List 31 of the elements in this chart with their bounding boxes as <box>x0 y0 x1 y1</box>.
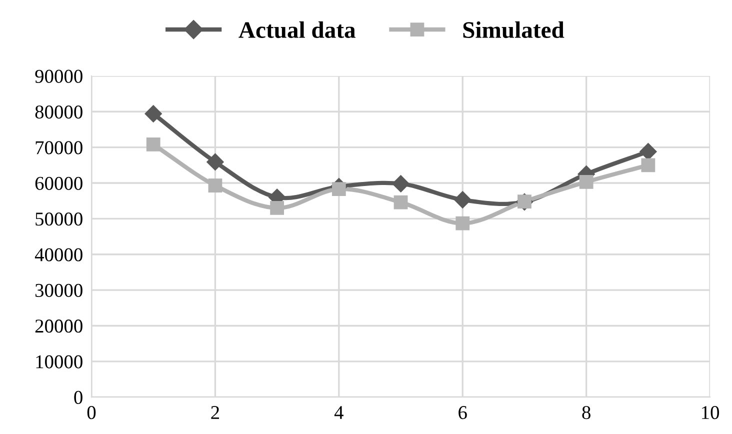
point <box>392 175 410 192</box>
point <box>208 178 222 192</box>
point <box>579 174 594 189</box>
legend-label: Simulated <box>463 21 564 38</box>
x-tick-label: 4 <box>334 406 344 419</box>
point <box>146 138 160 152</box>
point <box>454 191 472 208</box>
y-tick-label: 40000 <box>34 248 82 262</box>
point <box>394 195 408 210</box>
y-tick-label: 60000 <box>35 176 82 190</box>
x-tick-label: 6 <box>458 406 467 420</box>
x-tick-label: 8 <box>582 406 590 420</box>
y-tick-label: 30000 <box>35 284 82 297</box>
x-tick-label: 2 <box>211 406 219 419</box>
x-tick-label: 0 <box>87 406 96 420</box>
y-tick-label: 20000 <box>35 320 82 333</box>
legend-label: Actual data <box>238 21 356 38</box>
y-tick-label: 10000 <box>36 355 82 368</box>
y-tick-label: 50000 <box>36 212 82 226</box>
y-tick-label: 80000 <box>35 105 82 119</box>
point <box>206 153 224 170</box>
y-tick-label: 70000 <box>36 141 82 154</box>
y-tick-label: 0 <box>74 390 82 404</box>
point <box>641 158 656 172</box>
y-tick-label: 90000 <box>35 70 82 83</box>
point <box>144 105 162 122</box>
point <box>270 201 284 215</box>
point <box>640 143 657 160</box>
point <box>456 216 470 230</box>
point <box>332 182 346 196</box>
x-tick-label: 10 <box>702 406 720 420</box>
